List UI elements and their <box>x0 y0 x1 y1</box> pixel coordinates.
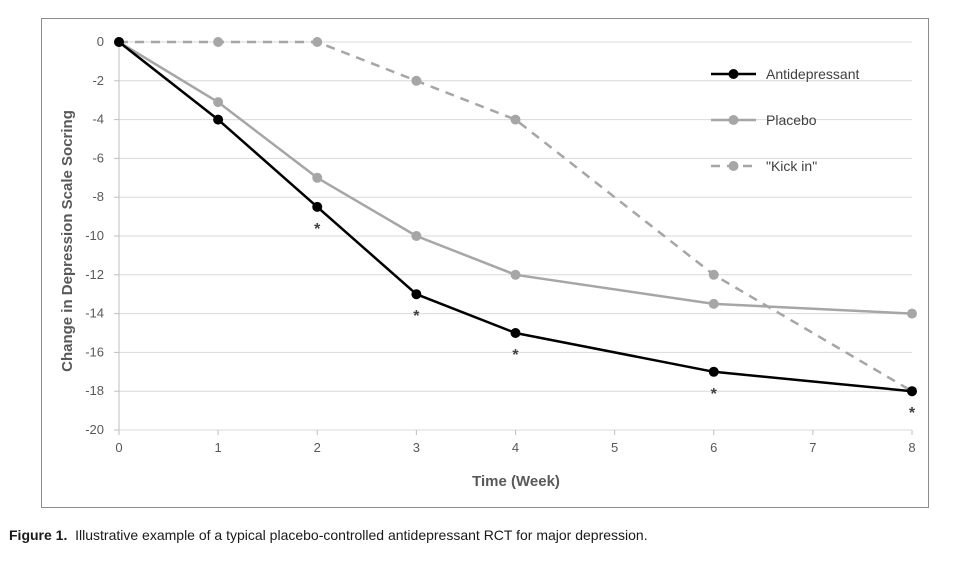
data-point <box>312 201 323 212</box>
series-line-2 <box>119 40 913 393</box>
significance-markers: * * * * * <box>314 221 916 422</box>
x-tick-label: 0 <box>115 440 122 455</box>
data-point <box>708 366 719 377</box>
data-point <box>411 289 422 300</box>
significance-star: * <box>512 347 519 364</box>
y-tick-label: -6 <box>92 150 104 165</box>
y-tick-label: -16 <box>85 344 104 359</box>
x-tick-label: 6 <box>710 440 717 455</box>
x-tick-label: 4 <box>512 440 519 455</box>
y-tick-label: -2 <box>92 73 104 88</box>
figure-caption: Figure 1. Illustrative example of a typi… <box>9 527 648 543</box>
legend: Antidepressant Placebo "Kick in" <box>711 66 860 174</box>
y-axis-ticks: 0 -2 -4 -6 -8 -10 -12 -14 -16 -18 -20 <box>85 34 104 437</box>
gridlines <box>114 41 913 435</box>
significance-star: * <box>909 405 916 422</box>
data-point <box>708 269 719 280</box>
data-point <box>213 114 224 125</box>
significance-star: * <box>711 386 718 403</box>
x-tick-label: 8 <box>908 440 915 455</box>
x-tick-label: 2 <box>314 440 321 455</box>
x-tick-label: 1 <box>215 440 222 455</box>
figure-label: Figure 1. <box>9 527 68 543</box>
data-point <box>213 37 224 47</box>
y-tick-label: -4 <box>92 112 104 127</box>
data-point <box>114 37 124 47</box>
data-point <box>510 269 521 280</box>
caption-text: Illustrative example of a typical placeb… <box>75 527 648 543</box>
data-point <box>411 231 422 241</box>
y-tick-label: -10 <box>85 228 104 243</box>
data-point <box>411 75 422 86</box>
x-tick-label: 7 <box>809 440 816 455</box>
legend-marker <box>728 161 739 171</box>
significance-star: * <box>314 221 321 238</box>
x-tick-label: 5 <box>611 440 618 455</box>
y-tick-label: -8 <box>92 189 104 204</box>
y-axis-title: Change in Depression Scale Socring <box>59 110 76 372</box>
x-tick-label: 3 <box>413 440 420 455</box>
data-point <box>312 37 323 47</box>
series-line-0 <box>118 41 913 393</box>
series-lines <box>114 37 917 397</box>
data-point <box>510 328 521 338</box>
data-point <box>907 386 917 397</box>
data-point <box>510 114 521 125</box>
y-tick-label: -18 <box>85 383 104 398</box>
y-tick-label: -12 <box>85 267 104 282</box>
x-axis-title: Time (Week) <box>472 473 560 490</box>
y-tick-label: -14 <box>85 306 104 321</box>
data-point <box>907 308 917 319</box>
y-tick-label: -20 <box>85 422 104 437</box>
data-point <box>213 97 224 108</box>
legend-label: Placebo <box>766 112 817 128</box>
y-tick-label: 0 <box>97 34 104 49</box>
legend-label: "Kick in" <box>766 158 817 174</box>
data-point <box>708 298 719 309</box>
data-point <box>312 172 323 183</box>
significance-star: * <box>413 308 420 325</box>
legend-marker <box>728 115 739 125</box>
legend-label: Antidepressant <box>766 66 860 82</box>
x-axis-ticks: 0 1 2 3 4 5 6 7 8 <box>115 440 915 455</box>
legend-marker <box>728 69 739 79</box>
